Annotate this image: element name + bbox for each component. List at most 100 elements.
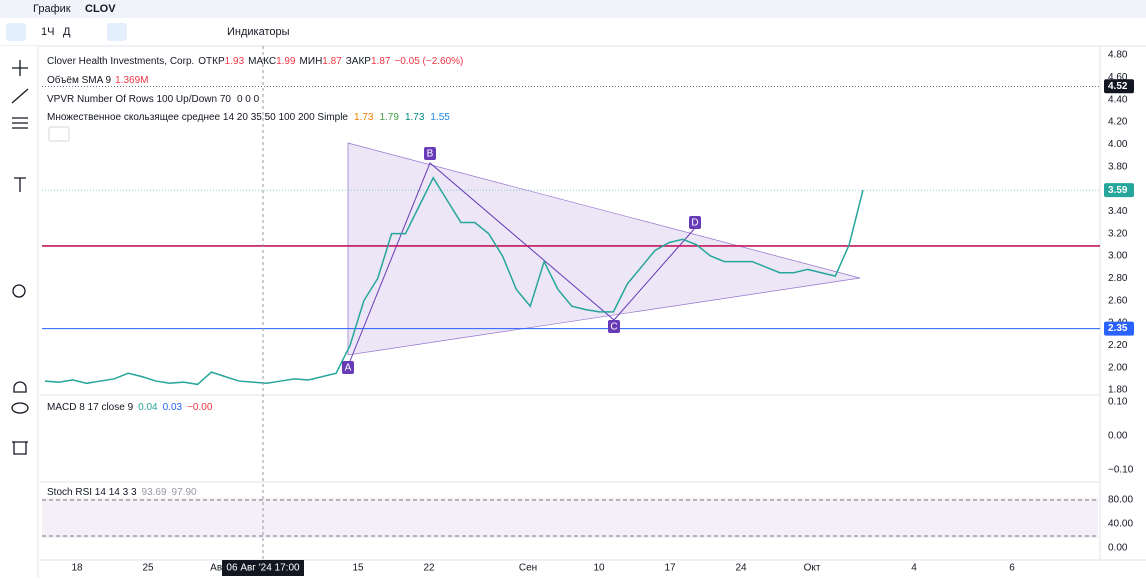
legend-row: MACD 8 17 close 9 0.04 0.03 −0.00 (47, 402, 213, 413)
text-tool[interactable] (14, 177, 26, 192)
legend-row: Множественное скользящее среднее 14 20 3… (47, 112, 450, 123)
y-tick-label: 2.80 (1108, 273, 1128, 284)
abcd-pattern (347, 162, 696, 367)
price-line (44, 176, 864, 386)
legend-item: 1.73 (405, 112, 425, 123)
x-tick-label: 10 (593, 563, 605, 574)
legend-item: −0.05 (−2.60%) (394, 56, 463, 67)
price-label: 4.52 (1108, 81, 1128, 92)
price-label-bg (1104, 79, 1134, 94)
price-label-bg (1104, 321, 1134, 336)
price-label: 2.35 (1108, 323, 1128, 334)
legend-item: Множественное скользящее среднее 14 20 3… (47, 112, 348, 123)
y-tick-label: 1.80 (1108, 385, 1128, 396)
draw-button[interactable] (6, 23, 26, 41)
y-tick-label: 4.60 (1108, 72, 1128, 83)
fib-tool[interactable] (12, 117, 28, 129)
pattern-label: D (691, 218, 698, 229)
lock-tool[interactable] (13, 381, 27, 393)
legend-item: Объём SMA 9 (47, 74, 112, 86)
collapse-button[interactable] (48, 126, 70, 142)
pattern-point (342, 361, 354, 374)
title-bar (0, 0, 1146, 18)
y-tick-label: 2.20 (1108, 340, 1128, 351)
stoch-tick-label: 0.00 (1108, 543, 1128, 554)
crosshair-time: 06 Авг '24 17:00 (226, 563, 300, 574)
legend-item: Stoch RSI 14 14 3 3 (47, 487, 137, 498)
legend-item: ЗАКР (346, 56, 372, 67)
macd-tick-label: 0.00 (1108, 431, 1128, 442)
y-tick-label: 4.40 (1108, 94, 1128, 105)
legend-item: 0.03 (163, 402, 183, 413)
crosshair-time-bg (222, 560, 304, 576)
chart-type[interactable] (107, 23, 127, 41)
triangle-pattern (347, 142, 861, 356)
legend-item: 1.73 (354, 112, 374, 123)
legend-item: 1.87 (322, 56, 342, 67)
legend-item: 0.04 (138, 402, 158, 413)
x-tick-label: Окт (804, 563, 821, 574)
legend-item: 1.99 (276, 56, 296, 67)
legend-item: МАКС (248, 56, 276, 67)
legend-item: Clover Health Investments, Corp. (47, 56, 194, 67)
x-tick-label: 4 (911, 563, 917, 574)
cursor-tool[interactable] (12, 60, 28, 76)
legend-item: 1.55 (430, 112, 450, 123)
legend-item: МИН (300, 56, 323, 67)
line-tool[interactable] (11, 88, 29, 104)
x-tick-label: 25 (142, 563, 154, 574)
legend-row: Stoch RSI 14 14 3 3 93.69 97.90 (47, 487, 197, 498)
stoch-tick-label: 40.00 (1108, 519, 1133, 530)
x-tick-label: Авг (210, 563, 226, 574)
pattern-point (424, 147, 436, 160)
pattern-point (608, 320, 620, 333)
legend-item: 1.79 (379, 112, 399, 123)
legend-item: MACD 8 17 close 9 (47, 402, 134, 413)
y-tick-label: 2.60 (1108, 295, 1128, 306)
y-tick-label: 4.00 (1108, 139, 1128, 150)
x-tick-label: 18 (71, 563, 83, 574)
y-tick-label: 4.80 (1108, 50, 1128, 61)
visibility-tool[interactable] (11, 402, 29, 414)
x-tick-label: 22 (423, 563, 435, 574)
legend-row: VPVR Number Of Rows 100 Up/Down 70 0 0 0 (47, 94, 260, 105)
pattern-label: A (345, 363, 352, 374)
y-tick-label: 3.20 (1108, 228, 1128, 239)
pattern-label: B (427, 149, 434, 160)
header-label: График (33, 3, 71, 15)
legend-row: Объём SMA 9 1.369M (47, 74, 148, 86)
macd-tick-label: 0.10 (1108, 397, 1128, 408)
legend-item: 1.87 (371, 56, 391, 67)
x-tick-label: 6 (1009, 563, 1015, 574)
toolbar (0, 18, 1146, 46)
zoom-tool[interactable] (12, 284, 26, 298)
y-tick-label: 3.80 (1108, 161, 1128, 172)
indicators-button[interactable]: Индикаторы (227, 26, 290, 38)
price-label: 3.59 (1108, 185, 1128, 196)
style[interactable]: Д (63, 26, 71, 38)
legend-item: 97.90 (172, 487, 197, 498)
interval[interactable]: 1Ч (41, 26, 54, 38)
y-tick-label: 3.40 (1108, 206, 1128, 217)
y-tick-label: 4.20 (1108, 117, 1128, 128)
stoch-band (42, 498, 1098, 538)
stoch-tick-label: 80.00 (1108, 495, 1133, 506)
macd-tick-label: −0.10 (1108, 465, 1134, 476)
legend-item: −0.00 (187, 402, 213, 413)
legend-item: 0 0 0 (237, 94, 260, 105)
legend-item: 1.93 (225, 56, 245, 67)
trash-tool[interactable] (12, 441, 28, 455)
y-tick-label: 2.00 (1108, 362, 1128, 373)
legend-row: Clover Health Investments, Corp. ОТКР1.93… (47, 56, 463, 67)
legend-item: ОТКР (198, 56, 225, 67)
legend-item: 1.369M (115, 75, 148, 86)
left-toolbar (0, 46, 38, 578)
pattern-label: C (610, 322, 617, 333)
y-tick-label: 3.00 (1108, 251, 1128, 262)
pattern-point (689, 216, 701, 229)
symbol[interactable]: CLOV (85, 3, 116, 15)
x-tick-label: 15 (352, 563, 364, 574)
x-tick-label: 17 (664, 563, 676, 574)
legend-item: 93.69 (142, 487, 167, 498)
